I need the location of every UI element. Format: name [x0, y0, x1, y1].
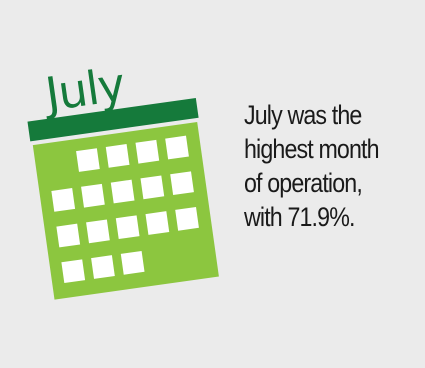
calendar-day-cell: [175, 206, 199, 231]
calendar-day-cell: [51, 188, 76, 212]
calendar-day-cell: [86, 219, 110, 244]
calendar-day-cell: [120, 250, 145, 275]
calendar-day-cell: [61, 259, 86, 284]
caption-line-1: July was the: [244, 100, 362, 130]
caption-line-3: of operation,: [244, 168, 363, 198]
calendar-day-cell: [135, 139, 160, 164]
caption-line-2: highest month: [244, 134, 380, 164]
calendar-day-cell: [115, 215, 140, 240]
calendar-day-cell: [81, 183, 105, 208]
calendar-day-cell: [170, 171, 194, 196]
calendar-day-cell: [145, 211, 170, 235]
calendar-day-cell: [165, 135, 189, 160]
calendar-day-cell: [91, 255, 115, 279]
caption-line-4: with 71.9%.: [244, 202, 355, 232]
calendar-day-cell: [140, 175, 165, 200]
calendar-day-cell: [56, 223, 81, 248]
calendar-day-cell: [76, 148, 100, 172]
calendar-day-cell: [105, 144, 130, 168]
caption: July was the highest month of operation,…: [244, 98, 395, 234]
calendar-grid: [51, 135, 199, 284]
calendar-day-cell: [110, 179, 135, 204]
calendar-header-bar: [27, 97, 199, 142]
